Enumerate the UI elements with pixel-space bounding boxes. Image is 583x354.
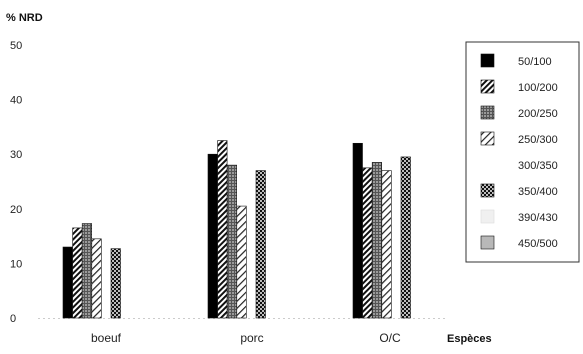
bar-boeuf-200-250 (81, 223, 92, 319)
bar-porc-100-200 (217, 140, 228, 319)
bar-boeuf-50-100 (62, 246, 73, 319)
y-tick-label: 40 (10, 95, 22, 107)
legend-label: 250/300 (518, 134, 558, 146)
category-label: porc (240, 331, 263, 345)
legend-label: 100/200 (518, 82, 558, 94)
y-tick-label: 10 (10, 258, 22, 270)
legend: 50/100 100/200 200/250 250/300 300/350 350/40… (465, 41, 580, 263)
legend-swatch (480, 183, 495, 198)
legend-label: 450/500 (518, 238, 558, 250)
legend-label: 390/430 (518, 212, 558, 224)
bars (62, 140, 411, 319)
y-tick-label: 20 (10, 204, 22, 216)
bar-O/C-200-250 (371, 162, 383, 319)
legend-swatch (480, 235, 495, 250)
bar-O/C-350-400 (400, 156, 411, 319)
y-tick-label: 30 (10, 149, 22, 161)
y-tick-label: 50 (10, 40, 22, 52)
legend-label: 300/350 (518, 160, 558, 172)
bar-porc-200-250 (226, 164, 237, 319)
x-axis-label: Espèces (447, 333, 492, 345)
category-label: O/C (379, 331, 401, 345)
bar-porc-50-100 (207, 153, 218, 319)
legend-swatch (480, 209, 495, 224)
y-tick-label: 0 (10, 313, 16, 325)
bar-boeuf-100-200 (72, 227, 83, 319)
category-label: boeuf (91, 331, 122, 345)
legend-box (465, 41, 580, 263)
legend-label: 50/100 (518, 56, 552, 68)
bar-porc-250-300 (236, 205, 247, 319)
legend-swatch (480, 53, 495, 68)
legend-swatch (480, 131, 495, 146)
bar-porc-350-400 (255, 170, 266, 319)
bar-O/C-100-200 (362, 167, 373, 319)
category-labels: boeuf porc O/C (91, 331, 401, 345)
legend-swatch (480, 105, 495, 120)
bar-O/C-50-100 (352, 142, 363, 319)
legend-label: 350/400 (518, 186, 558, 198)
bar-boeuf-250-300 (91, 238, 102, 319)
bar-O/C-250-300 (381, 170, 392, 319)
legend-swatch (480, 79, 495, 94)
y-axis-label: % NRD (6, 12, 43, 24)
y-ticks: 0 10 20 30 40 50 (10, 40, 22, 325)
legend-label: 200/250 (518, 108, 558, 120)
bar-boeuf-350-400 (110, 248, 121, 319)
